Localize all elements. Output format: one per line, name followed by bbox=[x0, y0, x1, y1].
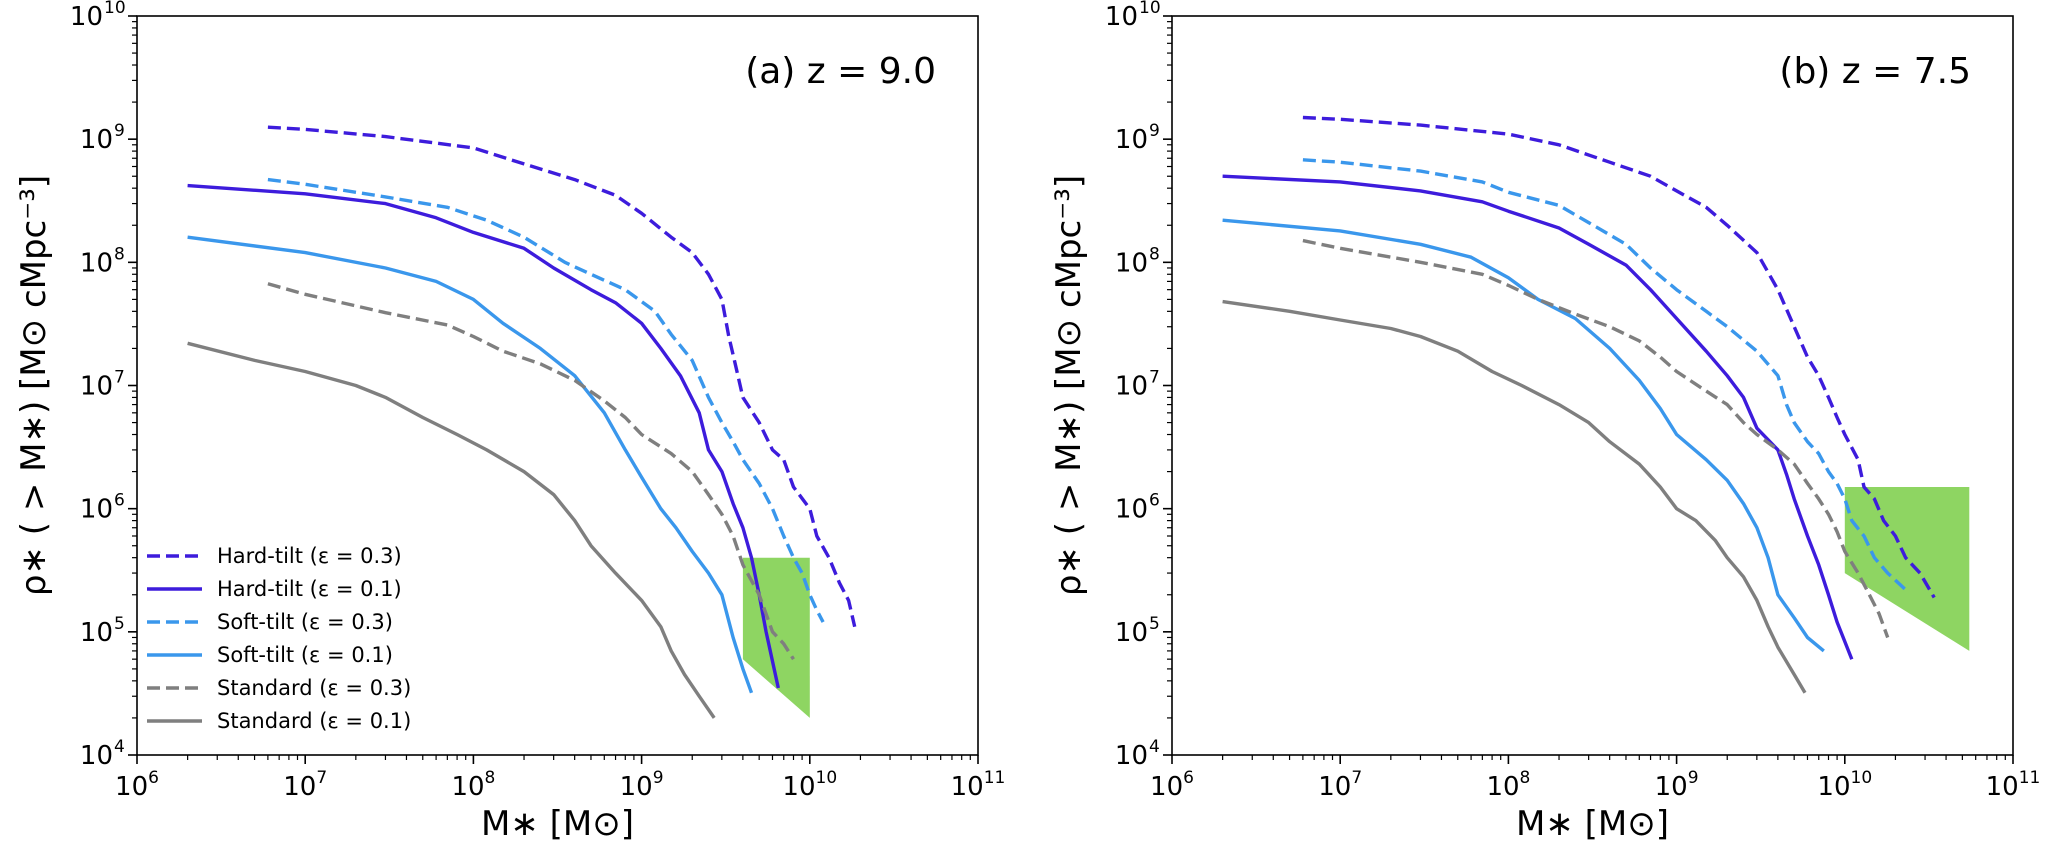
series-line-5 bbox=[187, 341, 716, 719]
y-axis-label: ρ∗ ( > M∗) [M⊙ cMpc⁻³] bbox=[1049, 175, 1089, 596]
y-tick-exp: 7 bbox=[1149, 368, 1160, 388]
y-tick-label: 10 bbox=[80, 248, 113, 278]
y-tick-exp: 5 bbox=[1149, 614, 1160, 634]
y-tick-exp: 8 bbox=[114, 244, 125, 264]
x-tick-base: 10 bbox=[620, 772, 653, 802]
x-tick-label: 106 bbox=[115, 768, 159, 802]
legend-label-2: Soft-tilt (ε = 0.3) bbox=[217, 610, 393, 634]
x-tick-exp: 10 bbox=[1851, 768, 1873, 788]
y-tick-exp: 9 bbox=[1149, 121, 1160, 141]
legend-label-0: Hard-tilt (ε = 0.3) bbox=[217, 544, 402, 568]
legend-label-3: Soft-tilt (ε = 0.1) bbox=[217, 643, 393, 667]
series-line-1 bbox=[1222, 174, 1854, 660]
x-tick-exp: 8 bbox=[485, 768, 496, 788]
series-line-5 bbox=[1222, 299, 1807, 694]
legend-label-5: Standard (ε = 0.1) bbox=[217, 709, 411, 733]
y-tick-label: 10 bbox=[1115, 125, 1148, 155]
x-tick-exp: 8 bbox=[1520, 768, 1531, 788]
y-tick-label: 10 bbox=[80, 618, 113, 648]
x-tick-label: 1011 bbox=[1986, 768, 2041, 802]
x-tick-base: 10 bbox=[283, 772, 316, 802]
x-tick-exp: 9 bbox=[1688, 768, 1699, 788]
y-tick-label: 10 bbox=[1115, 618, 1148, 648]
x-tick-label: 1010 bbox=[782, 768, 837, 802]
y-tick-label: 10 bbox=[1115, 741, 1148, 771]
x-tick-label: 107 bbox=[283, 768, 327, 802]
x-tick-exp: 7 bbox=[1351, 768, 1362, 788]
y-tick-exp: 10 bbox=[1139, 0, 1161, 18]
x-tick-base: 10 bbox=[782, 772, 815, 802]
y-axis-label: ρ∗ ( > M∗) [M⊙ cMpc⁻³] bbox=[14, 175, 54, 596]
x-tick-base: 10 bbox=[451, 772, 484, 802]
y-tick-exp: 6 bbox=[1149, 491, 1160, 511]
x-tick-exp: 6 bbox=[148, 768, 159, 788]
x-tick-exp: 7 bbox=[316, 768, 327, 788]
legend-label-4: Standard (ε = 0.3) bbox=[217, 676, 411, 700]
x-tick-exp: 10 bbox=[816, 768, 838, 788]
x-tick-base: 10 bbox=[951, 772, 984, 802]
y-tick-label: 10 bbox=[1105, 2, 1138, 32]
x-tick-base: 10 bbox=[1486, 772, 1519, 802]
y-tick-label: 10 bbox=[70, 2, 103, 32]
x-tick-base: 10 bbox=[1150, 772, 1183, 802]
x-tick-base: 10 bbox=[1655, 772, 1688, 802]
panel-title: (a) z = 9.0 bbox=[745, 51, 936, 92]
x-tick-label: 109 bbox=[620, 768, 664, 802]
x-tick-label: 1010 bbox=[1817, 768, 1872, 802]
x-tick-exp: 11 bbox=[2019, 768, 2041, 788]
series-line-1 bbox=[187, 183, 780, 689]
y-tick-exp: 6 bbox=[114, 491, 125, 511]
series-line-2 bbox=[1302, 158, 1907, 591]
series-line-2 bbox=[267, 177, 825, 623]
x-tick-label: 109 bbox=[1655, 768, 1699, 802]
x-tick-label: 108 bbox=[451, 768, 495, 802]
y-tick-label: 10 bbox=[1115, 248, 1148, 278]
x-tick-base: 10 bbox=[1817, 772, 1850, 802]
legend: Hard-tilt (ε = 0.3) Hard-tilt (ε = 0.1) So… bbox=[147, 544, 411, 733]
y-tick-label: 10 bbox=[1115, 372, 1148, 402]
y-tick-label: 10 bbox=[80, 741, 113, 771]
y-tick-exp: 4 bbox=[1149, 737, 1160, 757]
y-tick-exp: 9 bbox=[114, 121, 125, 141]
observed-region-shade bbox=[1844, 487, 1970, 651]
x-tick-label: 107 bbox=[1318, 768, 1362, 802]
y-tick-exp: 8 bbox=[1149, 244, 1160, 264]
y-tick-exp: 4 bbox=[114, 737, 125, 757]
panel-title: (b) z = 7.5 bbox=[1779, 51, 1971, 92]
y-tick-exp: 10 bbox=[104, 0, 126, 18]
series-line-3 bbox=[1222, 218, 1825, 653]
x-axis-label: M∗ [M⊙] bbox=[481, 804, 634, 843]
x-tick-label: 1011 bbox=[951, 768, 1006, 802]
series-line-0 bbox=[267, 125, 857, 628]
series-line-4 bbox=[267, 282, 795, 661]
y-tick-exp: 5 bbox=[114, 614, 125, 634]
y-tick-label: 10 bbox=[80, 495, 113, 525]
plot-frame bbox=[1171, 15, 2014, 756]
x-tick-base: 10 bbox=[1986, 772, 2019, 802]
x-tick-base: 10 bbox=[1318, 772, 1351, 802]
y-tick-label: 10 bbox=[80, 125, 113, 155]
y-tick-label: 10 bbox=[80, 372, 113, 402]
x-axis-label: M∗ [M⊙] bbox=[1516, 804, 1669, 843]
legend-label-1: Hard-tilt (ε = 0.1) bbox=[217, 577, 402, 601]
series-line-0 bbox=[1302, 115, 1936, 599]
x-tick-label: 106 bbox=[1150, 768, 1194, 802]
x-tick-exp: 11 bbox=[984, 768, 1006, 788]
series-line-3 bbox=[187, 235, 754, 694]
series-line-4 bbox=[1302, 238, 1890, 639]
y-tick-exp: 7 bbox=[114, 368, 125, 388]
y-tick-label: 10 bbox=[1115, 495, 1148, 525]
x-tick-exp: 9 bbox=[653, 768, 664, 788]
x-tick-label: 108 bbox=[1486, 768, 1530, 802]
x-tick-exp: 6 bbox=[1183, 768, 1194, 788]
x-tick-base: 10 bbox=[115, 772, 148, 802]
